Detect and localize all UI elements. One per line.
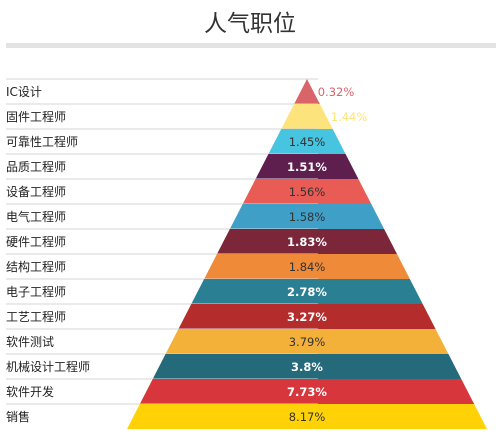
pyramid-segment: [191, 279, 423, 304]
pyramid-segment: [242, 179, 372, 204]
value-label: 1.84%: [289, 260, 326, 274]
pyramid-segment: [152, 354, 462, 379]
pyramid-segment: [281, 104, 333, 129]
category-label: 品质工程师: [6, 159, 66, 174]
category-label: 电子工程师: [6, 284, 66, 299]
value-label: 1.83%: [287, 235, 327, 249]
value-label: 0.32%: [318, 85, 355, 99]
pyramid-segment: [217, 229, 397, 254]
category-label: 设备工程师: [6, 184, 66, 199]
value-label: 7.73%: [287, 385, 327, 399]
category-label: 机械设计工程师: [6, 359, 90, 374]
value-label: 2.78%: [287, 285, 327, 299]
pyramid-segment: [229, 204, 385, 229]
value-label: 1.44%: [331, 110, 368, 124]
value-label: 1.45%: [289, 135, 326, 149]
category-label: 可靠性工程师: [6, 134, 78, 149]
category-label: 电气工程师: [6, 209, 66, 224]
pyramid-segment: [204, 254, 410, 279]
value-label: 8.17%: [289, 410, 326, 424]
category-label: 销售: [6, 409, 30, 424]
category-label: 结构工程师: [6, 259, 66, 274]
pyramid-segment: [139, 379, 475, 404]
pyramid-segment: [294, 79, 320, 104]
pyramid-segment: [178, 304, 436, 329]
chart-title: 人气职位: [204, 11, 296, 37]
pyramid-segment: [268, 129, 346, 154]
category-label: 硬件工程师: [6, 234, 66, 249]
value-label: 1.56%: [289, 185, 326, 199]
value-label: 1.51%: [287, 160, 327, 174]
category-label: 固件工程师: [6, 109, 66, 124]
value-label: 3.79%: [289, 335, 326, 349]
value-label: 3.8%: [291, 360, 323, 374]
value-label: 3.27%: [287, 310, 327, 324]
category-label: 工艺工程师: [6, 309, 66, 324]
title-divider: [6, 43, 496, 48]
pyramid-segment: [255, 154, 359, 179]
category-label: 软件开发: [6, 384, 54, 399]
pyramid-segment: [127, 404, 487, 429]
category-label: 软件测试: [6, 334, 54, 349]
pyramid-segment: [165, 329, 449, 354]
category-label: IC设计: [6, 85, 42, 99]
value-label: 1.58%: [289, 210, 326, 224]
